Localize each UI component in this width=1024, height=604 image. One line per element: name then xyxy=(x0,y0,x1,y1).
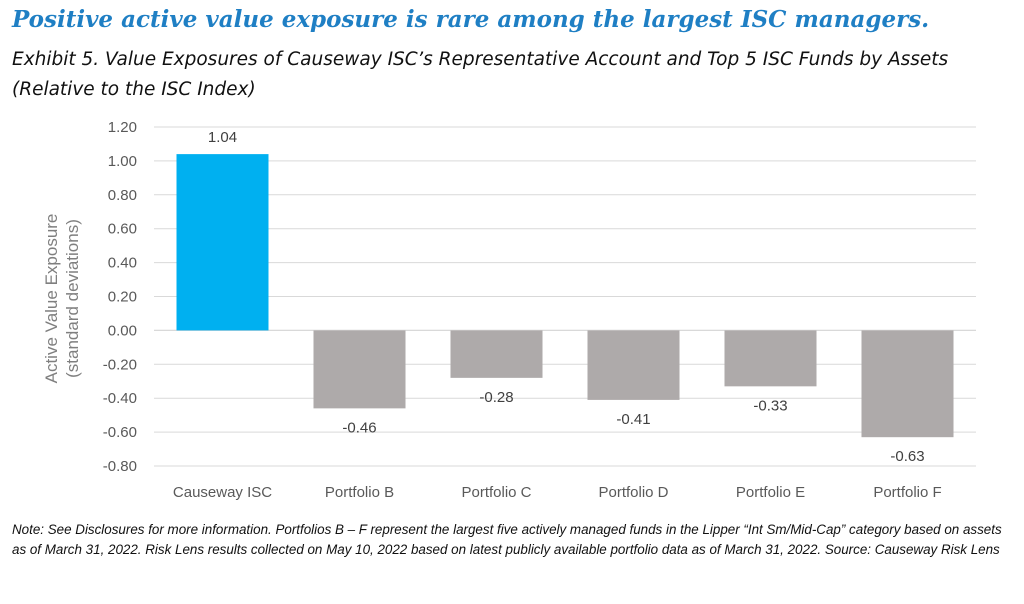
y-axis-title: Active Value Exposure (standard deviation… xyxy=(42,214,82,384)
data-labels: 1.04 -0.46 -0.28 -0.41 -0.33 -0.63 xyxy=(208,129,925,465)
x-axis-categories: Causeway ISC Portfolio B Portfolio C Portfo… xyxy=(173,484,942,501)
x-category-label: Portfolio C xyxy=(461,484,531,501)
x-category-label: Portfolio B xyxy=(325,484,394,501)
y-axis-ticks: 1.20 1.00 0.80 0.60 0.40 0.20 0.00 -0.20 -0.40 -0… xyxy=(103,119,137,475)
data-label: -0.63 xyxy=(890,448,924,465)
chart-subtitle: Exhibit 5. Value Exposures of Causeway I… xyxy=(12,49,949,100)
y-tick-label: -0.60 xyxy=(103,424,137,441)
x-category-label: Portfolio D xyxy=(598,484,668,501)
y-tick-label: 0.80 xyxy=(108,187,137,204)
y-axis-title-line-2: (standard deviations) xyxy=(63,219,82,378)
y-tick-label: -0.80 xyxy=(103,458,137,475)
chart-headline: Positive active value exposure is rare a… xyxy=(12,6,930,33)
y-tick-label: 1.00 xyxy=(108,153,137,170)
bar xyxy=(176,154,269,331)
footnote: Note: See Disclosures for more informati… xyxy=(12,522,1002,557)
y-tick-label: -0.20 xyxy=(103,356,137,373)
bar xyxy=(724,330,817,387)
bar xyxy=(450,330,543,378)
y-tick-label: 0.20 xyxy=(108,289,137,306)
y-tick-label: 0.60 xyxy=(108,221,137,238)
bar xyxy=(861,330,954,438)
y-tick-label: 0.40 xyxy=(108,255,137,272)
bar xyxy=(313,330,406,409)
data-label: -0.41 xyxy=(616,411,650,428)
y-tick-label: 1.20 xyxy=(108,119,137,136)
y-tick-label: 0.00 xyxy=(108,322,137,339)
y-tick-label: -0.40 xyxy=(103,390,137,407)
x-category-label: Causeway ISC xyxy=(173,484,272,501)
bar xyxy=(587,330,680,400)
data-label: -0.28 xyxy=(479,389,513,406)
data-label: -0.46 xyxy=(342,419,376,436)
y-axis-title-line-1: Active Value Exposure xyxy=(42,214,61,384)
bar-chart: 1.20 1.00 0.80 0.60 0.40 0.20 0.00 -0.20 -0.40 -0… xyxy=(42,119,976,501)
data-label: 1.04 xyxy=(208,129,237,146)
bars xyxy=(176,154,954,438)
gridlines xyxy=(154,126,976,467)
data-label: -0.33 xyxy=(753,397,787,414)
x-category-label: Portfolio E xyxy=(736,484,805,501)
x-category-label: Portfolio F xyxy=(873,484,941,501)
